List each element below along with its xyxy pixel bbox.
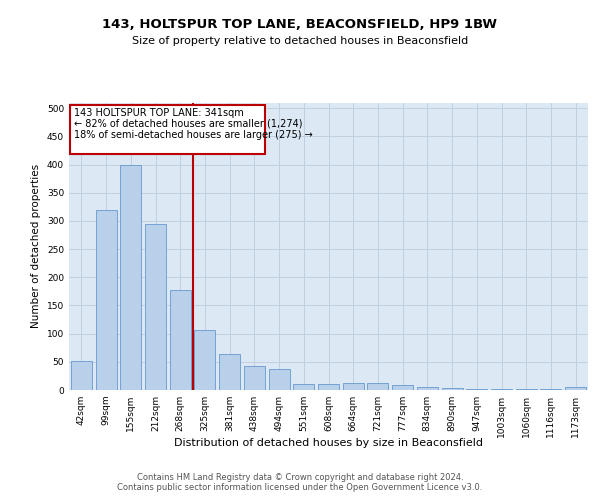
Text: 18% of semi-detached houses are larger (275) →: 18% of semi-detached houses are larger (…: [74, 130, 313, 140]
Bar: [466, 389, 487, 390]
Bar: [71, 360, 92, 390]
Text: Size of property relative to detached houses in Beaconsfield: Size of property relative to detached ho…: [132, 36, 468, 46]
Bar: [95, 210, 116, 390]
FancyBboxPatch shape: [70, 106, 265, 154]
Bar: [194, 330, 215, 390]
Y-axis label: Number of detached properties: Number of detached properties: [31, 164, 41, 328]
Bar: [269, 369, 290, 390]
Bar: [293, 384, 314, 390]
Bar: [120, 164, 141, 390]
Bar: [170, 290, 191, 390]
Bar: [145, 224, 166, 390]
Bar: [318, 384, 339, 390]
Bar: [392, 386, 413, 390]
Bar: [367, 382, 388, 390]
Text: 143, HOLTSPUR TOP LANE, BEACONSFIELD, HP9 1BW: 143, HOLTSPUR TOP LANE, BEACONSFIELD, HP…: [103, 18, 497, 30]
Bar: [565, 387, 586, 390]
Bar: [244, 366, 265, 390]
Bar: [442, 388, 463, 390]
Bar: [219, 354, 240, 390]
Text: Distribution of detached houses by size in Beaconsfield: Distribution of detached houses by size …: [175, 438, 484, 448]
Text: 143 HOLTSPUR TOP LANE: 341sqm: 143 HOLTSPUR TOP LANE: 341sqm: [74, 108, 244, 118]
Text: Contains HM Land Registry data © Crown copyright and database right 2024.
Contai: Contains HM Land Registry data © Crown c…: [118, 473, 482, 492]
Bar: [417, 387, 438, 390]
Text: ← 82% of detached houses are smaller (1,274): ← 82% of detached houses are smaller (1,…: [74, 119, 302, 129]
Bar: [343, 382, 364, 390]
